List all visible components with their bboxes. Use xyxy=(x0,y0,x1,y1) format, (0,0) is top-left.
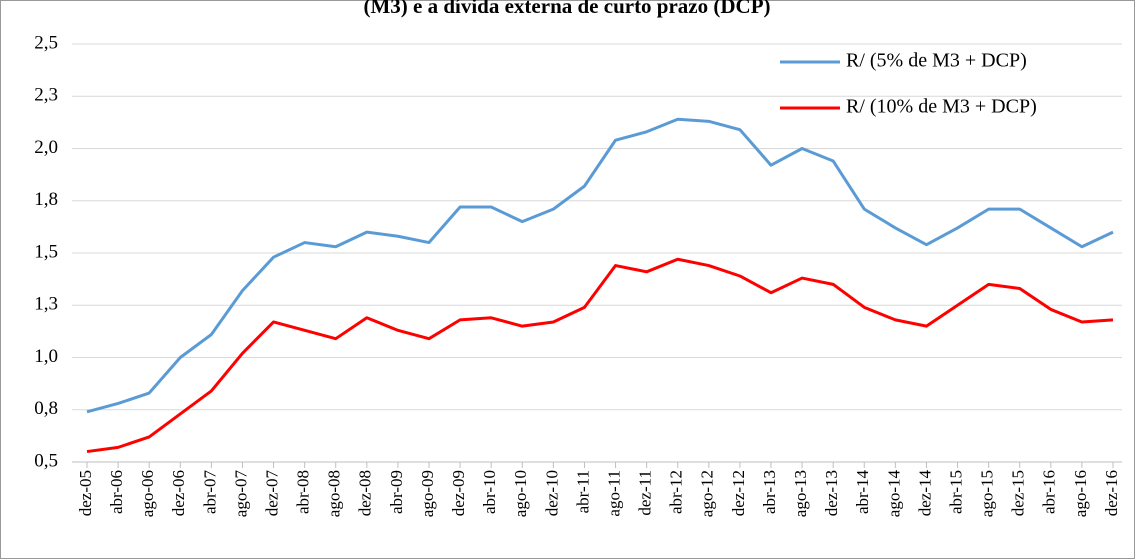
x-tick-label: ago-06 xyxy=(138,470,157,517)
x-tick-label: ago-13 xyxy=(791,470,810,517)
x-tick-label: abr-10 xyxy=(480,470,499,514)
x-tick-label: abr-08 xyxy=(294,470,313,514)
x-tick-label: abr-16 xyxy=(1040,470,1059,514)
x-tick-label: ago-09 xyxy=(418,470,437,517)
legend-label: R/ (5% de M3 + DCP) xyxy=(846,50,1027,72)
series-line xyxy=(86,117,1114,414)
y-tick-label: 2,5 xyxy=(34,32,58,53)
x-tick-label: dez-05 xyxy=(76,470,95,516)
x-tick-label: abr-12 xyxy=(667,470,686,514)
x-tick-label: dez-13 xyxy=(822,470,841,516)
x-tick-label: ago-15 xyxy=(978,470,997,517)
x-tick-label: dez-15 xyxy=(1009,470,1028,516)
chart-title: (M3) e a dívida externa de curto prazo (… xyxy=(363,0,770,18)
x-tick-label: dez-08 xyxy=(356,470,375,516)
x-tick-label: dez-10 xyxy=(542,470,561,516)
x-tick-label: dez-14 xyxy=(915,470,934,517)
y-tick-label: 2,3 xyxy=(34,85,58,106)
x-tick-label: ago-07 xyxy=(231,470,250,518)
x-tick-label: ago-16 xyxy=(1071,470,1090,517)
series-line xyxy=(86,257,1114,454)
x-tick-label: ago-08 xyxy=(325,470,344,517)
x-tick-label: dez-16 xyxy=(1102,470,1121,516)
x-tick-label: ago-12 xyxy=(698,470,717,517)
x-tick-label: abr-11 xyxy=(573,470,592,513)
x-tick-label: abr-13 xyxy=(760,470,779,514)
x-tick-label: dez-12 xyxy=(729,470,748,516)
x-tick-label: dez-11 xyxy=(636,470,655,516)
x-tick-label: abr-07 xyxy=(200,470,219,515)
y-tick-label: 1,0 xyxy=(34,346,58,367)
x-tick-label: abr-15 xyxy=(946,470,965,514)
legend-label: R/ (10% de M3 + DCP) xyxy=(846,96,1037,118)
y-tick-label: 1,8 xyxy=(34,189,58,210)
x-tick-label: ago-11 xyxy=(604,470,623,517)
y-tick-label: 1,5 xyxy=(34,241,58,262)
x-tick-label: abr-06 xyxy=(107,470,126,514)
x-tick-label: ago-14 xyxy=(884,470,903,518)
y-tick-label: 2,0 xyxy=(34,137,58,158)
x-tick-label: dez-09 xyxy=(449,470,468,516)
y-tick-label: 0,8 xyxy=(34,398,58,419)
x-tick-label: dez-07 xyxy=(262,470,281,517)
x-tick-label: dez-06 xyxy=(169,470,188,516)
x-tick-label: abr-09 xyxy=(387,470,406,514)
x-tick-label: ago-10 xyxy=(511,470,530,517)
x-tick-label: abr-14 xyxy=(853,470,872,515)
y-tick-label: 1,3 xyxy=(34,294,58,315)
y-tick-label: 0,5 xyxy=(34,450,58,471)
